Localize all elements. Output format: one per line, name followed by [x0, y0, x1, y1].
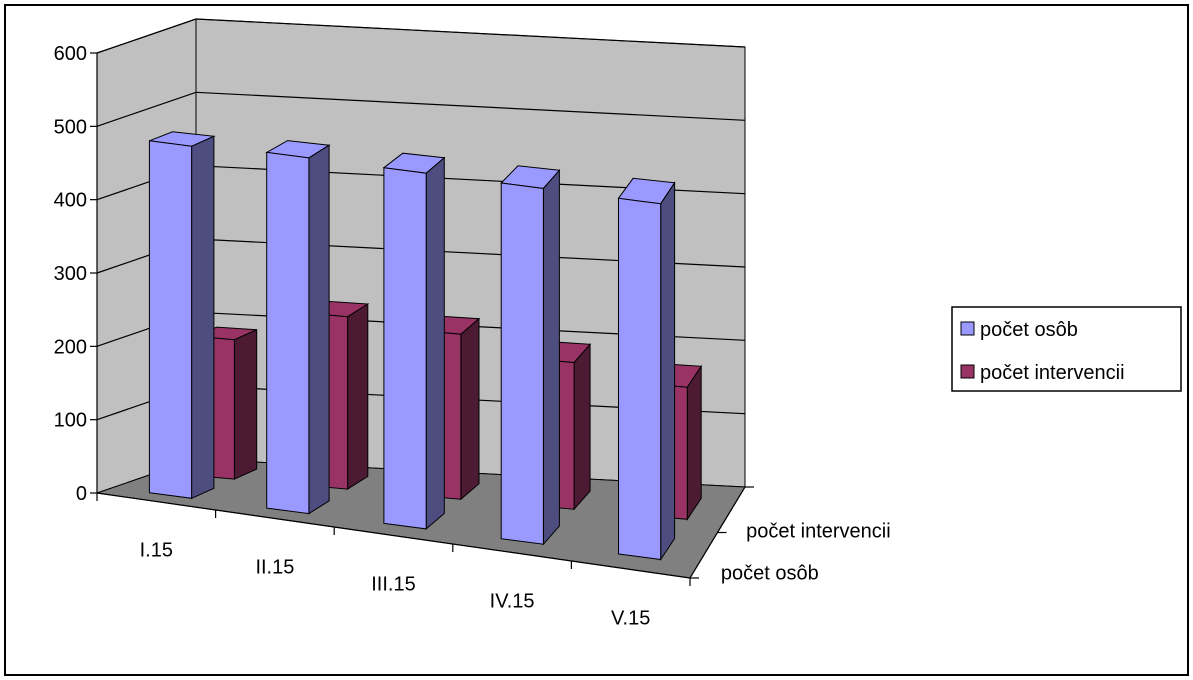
y-tick-label: 600	[54, 43, 87, 65]
bar-s0-c4-side	[660, 181, 676, 562]
y-tick-label: 300	[54, 263, 87, 285]
y-tick-label: 100	[54, 410, 87, 432]
x-tick-label: II.15	[255, 557, 294, 579]
bar-s1-c0-side	[233, 328, 258, 480]
bar-s1-c2-side	[460, 317, 480, 501]
bar-s0-c2-side	[425, 156, 445, 530]
y-tick-label: 400	[54, 190, 87, 212]
gridline	[96, 91, 746, 127]
bar-s0-c4	[618, 197, 662, 561]
bar-s0-c1	[266, 151, 310, 515]
bar-s0-c0-side	[191, 135, 215, 500]
y-tick-label: 200	[54, 336, 87, 358]
y-tick-label: 500	[54, 116, 87, 138]
legend-swatch-pocet-osob	[960, 321, 975, 336]
legend-box	[951, 306, 1182, 392]
bars	[148, 131, 703, 562]
legend-swatch-pocet-intervencii	[960, 364, 975, 379]
y-tick-label: 0	[76, 483, 87, 505]
depth-tick-label: počet intervencii	[746, 521, 891, 543]
bar-s0-c2	[383, 167, 427, 530]
bar-s0-c3-side	[542, 168, 560, 546]
x-tick-label: I.15	[140, 540, 173, 562]
legend-label-pocet-osob: počet osôb	[980, 319, 1078, 341]
bar-s0-c3	[500, 182, 544, 545]
x-tick-label: III.15	[371, 574, 415, 596]
bar-s0-c0	[148, 140, 193, 499]
bar-s1-c4-side	[686, 364, 702, 521]
depth-tick-label: počet osôb	[721, 562, 819, 584]
legend-label-pocet-intervencii: počet intervencii	[980, 362, 1125, 384]
bar-s1-c1-side	[347, 303, 369, 491]
legend: počet osôb počet intervencii	[951, 306, 1182, 392]
x-tick-label: IV.15	[490, 591, 535, 613]
x-tick-label: V.15	[611, 608, 650, 630]
x-axis-line	[96, 492, 691, 579]
bar-s1-c3-side	[573, 342, 591, 511]
y-axis-ticks: 0 100 200 300 400 500 600	[54, 43, 97, 505]
depth-axis-ticks: počet osôb počet intervencii	[690, 486, 891, 584]
bar-s0-c1-side	[308, 144, 330, 515]
gridline	[96, 18, 746, 54]
x-axis-ticks: I.15 II.15 III.15 IV.15 V.15	[96, 493, 691, 630]
